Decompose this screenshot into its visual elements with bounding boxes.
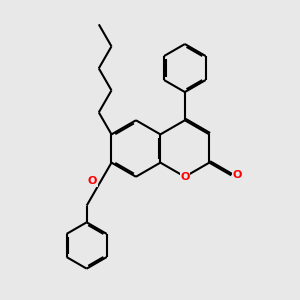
Text: O: O: [232, 170, 242, 180]
Text: O: O: [180, 172, 190, 182]
Text: O: O: [88, 176, 97, 186]
